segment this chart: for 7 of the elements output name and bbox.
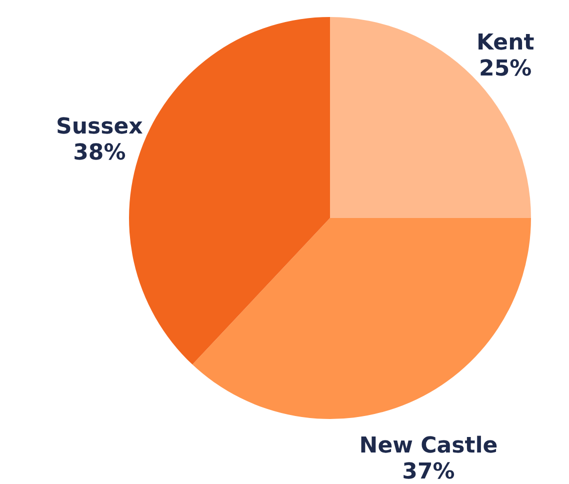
slice-label: Kent: [476, 30, 535, 56]
data-label: 25%: [479, 56, 532, 82]
pie-slice: [192, 218, 531, 419]
slice-label: New Castle: [359, 434, 498, 459]
slice-label: Sussex: [56, 114, 143, 140]
data-label: 37%: [402, 460, 455, 484]
data-label: 38%: [73, 140, 126, 166]
